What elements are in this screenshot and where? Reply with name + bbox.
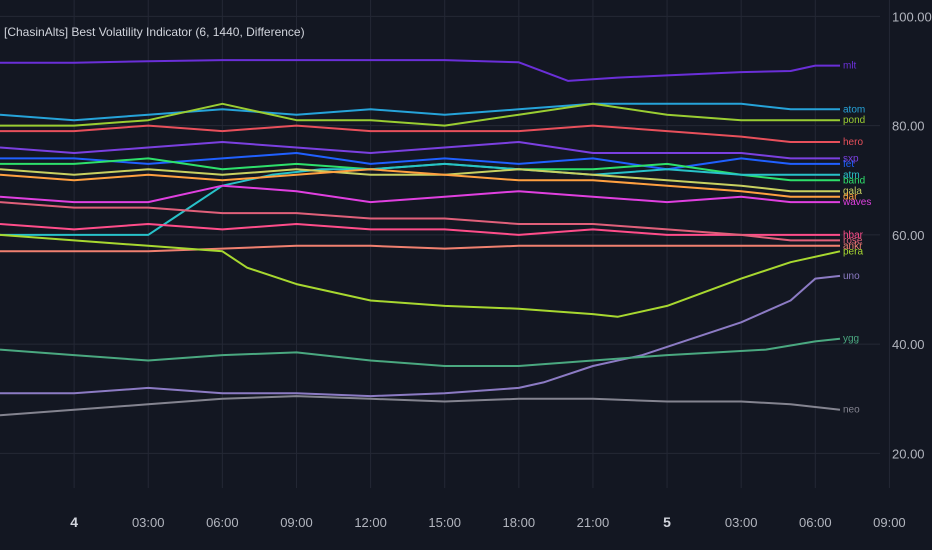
series-label-pera: pera	[843, 246, 863, 257]
series-line-waves[interactable]	[0, 184, 840, 204]
y-tick-label: 80.00	[892, 119, 925, 134]
series-line-sxp[interactable]	[0, 141, 840, 160]
grid	[0, 0, 890, 488]
series-line-dar[interactable]	[0, 168, 840, 198]
series-line-ygg[interactable]	[0, 337, 841, 367]
y-tick-label: 60.00	[892, 228, 925, 243]
x-tick-label: 06:00	[799, 515, 832, 530]
series-label-dar: dar	[843, 192, 858, 203]
y-tick-label: 40.00	[892, 337, 925, 352]
x-axis[interactable]: 4 03:00 06:00 09:00 12:00 15:00 18:00 21:00 5 03:…	[70, 514, 905, 530]
x-tick-label: 15:00	[428, 515, 461, 530]
series-label-atm: atm	[843, 170, 860, 181]
y-tick-label: 20.00	[892, 446, 925, 461]
series-label-waves: waves	[842, 197, 871, 208]
series-label-rose: rose	[843, 235, 863, 246]
x-tick-label: 09:00	[873, 515, 906, 530]
series-line-fet[interactable]	[0, 152, 840, 171]
series-line-atom[interactable]	[0, 102, 840, 122]
series-label-hero: hero	[843, 137, 863, 148]
series-label-ygg: ygg	[843, 334, 859, 345]
y-tick-label: 100.00	[892, 9, 932, 24]
indicator-title[interactable]: [ChasinAlts] Best Volatility Indicator (…	[4, 25, 305, 39]
series-label-sxp: sxp	[843, 153, 859, 164]
x-tick-label: 09:00	[280, 515, 313, 530]
series-label-mlt: mlt	[843, 61, 857, 72]
y-axis[interactable]: 100.00 80.00 60.00 40.00 20.00	[892, 9, 932, 461]
x-tick-label: 12:00	[354, 515, 387, 530]
series-line-ankr[interactable]	[0, 244, 840, 253]
series-label-fet: fet	[843, 159, 854, 170]
series-label-gala: gala	[843, 186, 862, 197]
series-line-rose[interactable]	[0, 201, 840, 242]
series-line-pera[interactable]	[0, 233, 841, 318]
series-line-uno[interactable]	[0, 274, 841, 398]
series-layer	[0, 59, 841, 417]
x-tick-label: 21:00	[577, 515, 610, 530]
series-line-pond[interactable]	[0, 102, 840, 127]
series-label-ankr: ankr	[843, 241, 863, 252]
series-label-atom: atom	[843, 104, 865, 115]
series-label-hbar: hbar	[843, 230, 864, 241]
series-label-uno: uno	[843, 271, 860, 282]
x-tick-label: 18:00	[503, 515, 536, 530]
series-line-neo[interactable]	[0, 395, 841, 417]
x-tick-label: 06:00	[206, 515, 239, 530]
series-label-band: band	[843, 175, 865, 186]
x-tick-label: 5	[663, 514, 671, 530]
series-label-neo: neo	[843, 405, 860, 416]
series-line-hero[interactable]	[0, 124, 840, 143]
x-tick-label: 03:00	[132, 515, 165, 530]
series-label-pond: pond	[843, 115, 865, 126]
series-line-mlt[interactable]	[0, 59, 840, 82]
x-tick-label: 03:00	[725, 515, 758, 530]
x-tick-label: 4	[70, 514, 78, 530]
